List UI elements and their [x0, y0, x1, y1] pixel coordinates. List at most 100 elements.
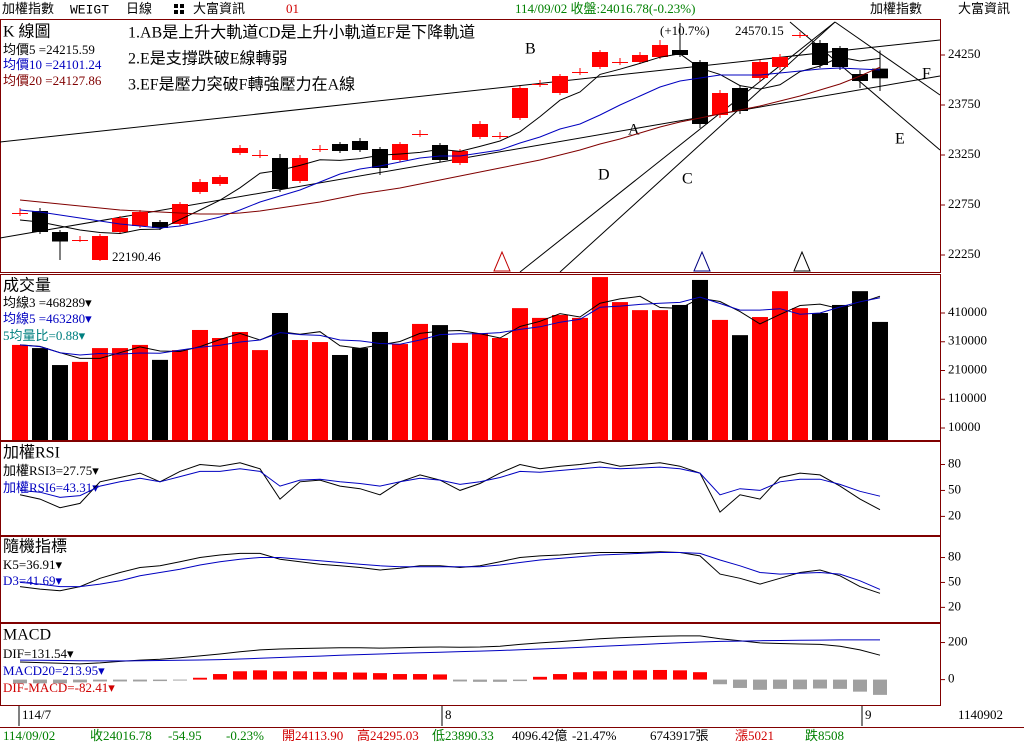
y-tick-label: 50 [948, 573, 961, 588]
legend-entry: MACD20=213.95▾ [3, 663, 105, 678]
volume-bar [612, 302, 628, 440]
osc-bar [753, 679, 767, 690]
y-tick-label: 210000 [948, 361, 987, 376]
status-item: 漲5021 [735, 728, 774, 743]
volume-bar [432, 325, 448, 440]
legend-entry: 均價10 =24101.24 [3, 57, 102, 72]
volume-bar [12, 344, 28, 440]
candle-body [272, 158, 288, 189]
osc-bar [173, 679, 187, 681]
volume-bar [272, 313, 288, 440]
status-item: 收24016.78 [90, 728, 152, 743]
candle-body [672, 50, 688, 55]
candle-body [312, 149, 328, 150]
candle-body [732, 88, 748, 111]
status-item: -0.23% [226, 728, 264, 743]
osc-bar [693, 672, 707, 680]
trend-letter: E [895, 131, 905, 148]
candle-body [532, 84, 548, 85]
indicator-line [19, 66, 881, 215]
osc-bar [93, 679, 107, 682]
candle-body [652, 45, 668, 57]
candle-body [632, 55, 648, 62]
status-bar: 114/09/02 收24016.78 -54.95 -0.23% 開24113.90 高… [3, 728, 844, 743]
volume-bar [232, 331, 248, 440]
volume-bar [332, 354, 348, 440]
volume-bar [512, 308, 528, 440]
candle-body [352, 141, 368, 150]
indicator-line [19, 67, 881, 229]
indicator-line [19, 466, 881, 498]
status-item: 6743917張 [650, 728, 709, 743]
indicator-line [19, 296, 881, 356]
y-tick-label: 22750 [948, 196, 981, 211]
osc-bar [713, 679, 727, 685]
candle-body [232, 148, 248, 153]
candle-body [592, 52, 608, 67]
osc-bar [53, 679, 67, 684]
osc-bar [273, 671, 287, 680]
osc-bar [253, 670, 267, 680]
header-period: 日線 [126, 1, 152, 16]
header-vendor-right: 大富資訊 [958, 1, 1010, 16]
volume-bar [772, 291, 788, 440]
panel-title: MACD [3, 627, 51, 644]
legend-entry: 加權RSI6=43.31▾ [3, 480, 99, 495]
y-tick-label: 22250 [948, 246, 981, 261]
panel-title: 加權RSI [3, 444, 60, 462]
high-note: (+10.7%) [660, 23, 710, 38]
candle-body [332, 144, 348, 151]
candle-body [212, 177, 228, 184]
osc-bar [313, 671, 327, 680]
volume-bar [792, 308, 808, 440]
candle-body [512, 88, 528, 118]
note: 1.AB是上升大軌道CD是上升小軌道EF是下降軌道 [128, 24, 475, 42]
volume-bar [72, 361, 88, 440]
volume-bar [652, 310, 668, 440]
volume-bar [592, 277, 608, 440]
osc-bar [33, 679, 47, 684]
candle-body [572, 72, 588, 73]
volume-bar [252, 350, 268, 440]
legend-entry: K5=36.91▾ [3, 557, 62, 572]
osc-bar [533, 676, 547, 680]
legend-entry: DIF-MACD=-82.41▾ [3, 680, 115, 695]
volume-bar [552, 315, 568, 440]
candle-body [752, 62, 768, 78]
panel-title: 隨機指標 [3, 538, 67, 556]
trend-letter: B [525, 41, 536, 58]
volume-bar [752, 317, 768, 440]
osc-bar [773, 679, 787, 689]
candle-body [112, 218, 128, 232]
volume-bar [852, 291, 868, 440]
price-frame [0, 19, 941, 273]
candle-body [72, 240, 88, 241]
high-value: 24570.15 [735, 23, 784, 38]
volume-bar [672, 304, 688, 440]
candle-body [392, 144, 408, 160]
volume-bar [572, 317, 588, 440]
header-name: 加權指數 [2, 1, 54, 16]
y-tick-label: 10000 [948, 419, 981, 434]
candle-body [612, 62, 628, 63]
y-tick-label: 310000 [948, 333, 987, 348]
candle-body [152, 222, 168, 228]
indicator-line [19, 552, 881, 590]
osc-bar [633, 670, 647, 680]
legend-entry: 均線3 =468289▾ [3, 295, 92, 310]
legend-entry: 加權RSI3=27.75▾ [3, 463, 99, 478]
candle-body [712, 93, 728, 115]
volume-bar [732, 335, 748, 440]
indicator-line [19, 461, 881, 513]
volume-bar [212, 338, 228, 440]
trend-letter: D [598, 167, 610, 184]
osc-bar [233, 671, 247, 680]
y-tick-label: 24250 [948, 46, 981, 61]
candle-body [812, 43, 828, 65]
status-item: 114/09/02 [3, 728, 55, 743]
status-item: -21.47% [572, 728, 617, 743]
candle-body [12, 213, 28, 214]
osc-bar [873, 679, 887, 695]
osc-bar [653, 669, 667, 680]
